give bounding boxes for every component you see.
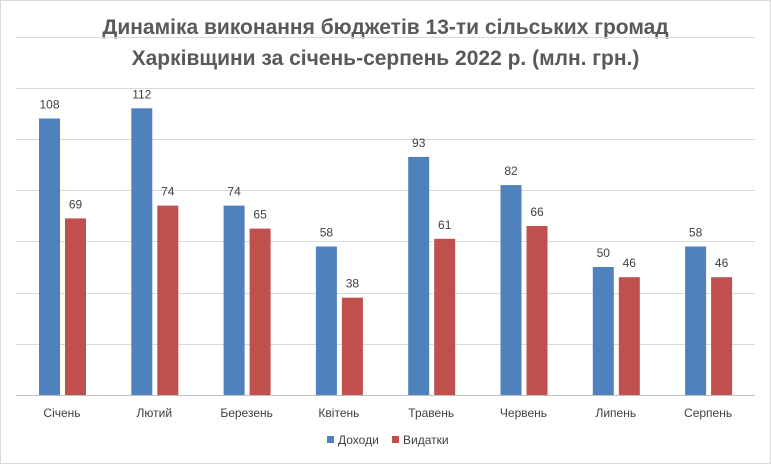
data-label: 65	[253, 208, 267, 222]
x-tick-label: Січень	[43, 406, 80, 420]
bar-expense	[157, 205, 179, 395]
bar-income	[408, 156, 430, 395]
data-label: 93	[412, 136, 426, 150]
data-label: 61	[438, 218, 452, 232]
x-tick-label: Липень	[595, 406, 636, 420]
x-tick-label: Червень	[500, 406, 547, 420]
bar-expense	[711, 277, 733, 395]
legend-item-income-label: Доходи	[338, 433, 379, 447]
bar-income	[315, 246, 337, 395]
x-tick-label: Квітень	[318, 406, 359, 420]
legend-item-expense-swatch	[392, 436, 399, 443]
bar-income	[592, 267, 614, 395]
chart-title-line-1: Динаміка виконання бюджетів 13-ти сільсь…	[102, 16, 669, 39]
data-label: 112	[132, 87, 151, 101]
bar-expense	[526, 226, 548, 395]
data-label: 66	[530, 205, 544, 219]
x-tick-label: Травень	[408, 406, 454, 420]
bar-expense	[65, 218, 86, 395]
x-tick-label: Серпень	[684, 406, 732, 420]
data-label: 58	[689, 226, 703, 240]
bar-expense	[618, 277, 640, 395]
bar-income	[685, 246, 707, 395]
data-label: 74	[227, 185, 241, 199]
data-label: 38	[346, 277, 360, 291]
bar-income	[39, 118, 60, 395]
chart-title-line-2: Харківщини за січень-серпень 2022 р. (мл…	[131, 47, 640, 70]
data-label: 74	[161, 185, 175, 199]
data-label: 82	[504, 164, 518, 178]
bar-income	[223, 205, 245, 395]
data-label: 58	[320, 226, 334, 240]
bar-income	[131, 108, 153, 396]
legend-item-income-swatch	[327, 436, 334, 443]
bar-expense	[434, 238, 456, 395]
bar-expense	[249, 228, 271, 395]
x-tick-label: Лютий	[137, 406, 173, 420]
data-label: 69	[69, 197, 83, 211]
bar-income	[500, 185, 522, 395]
data-label: 46	[715, 256, 729, 270]
legend-item-expense-label: Видатки	[403, 433, 449, 447]
data-label: 46	[623, 256, 637, 270]
bar-expense	[341, 297, 363, 395]
x-tick-label: Березень	[220, 406, 273, 420]
data-label: 50	[597, 246, 611, 260]
data-label: 108	[39, 98, 59, 112]
chart-title: Динаміка виконання бюджетів 13-ти сільсь…	[0, 12, 771, 74]
